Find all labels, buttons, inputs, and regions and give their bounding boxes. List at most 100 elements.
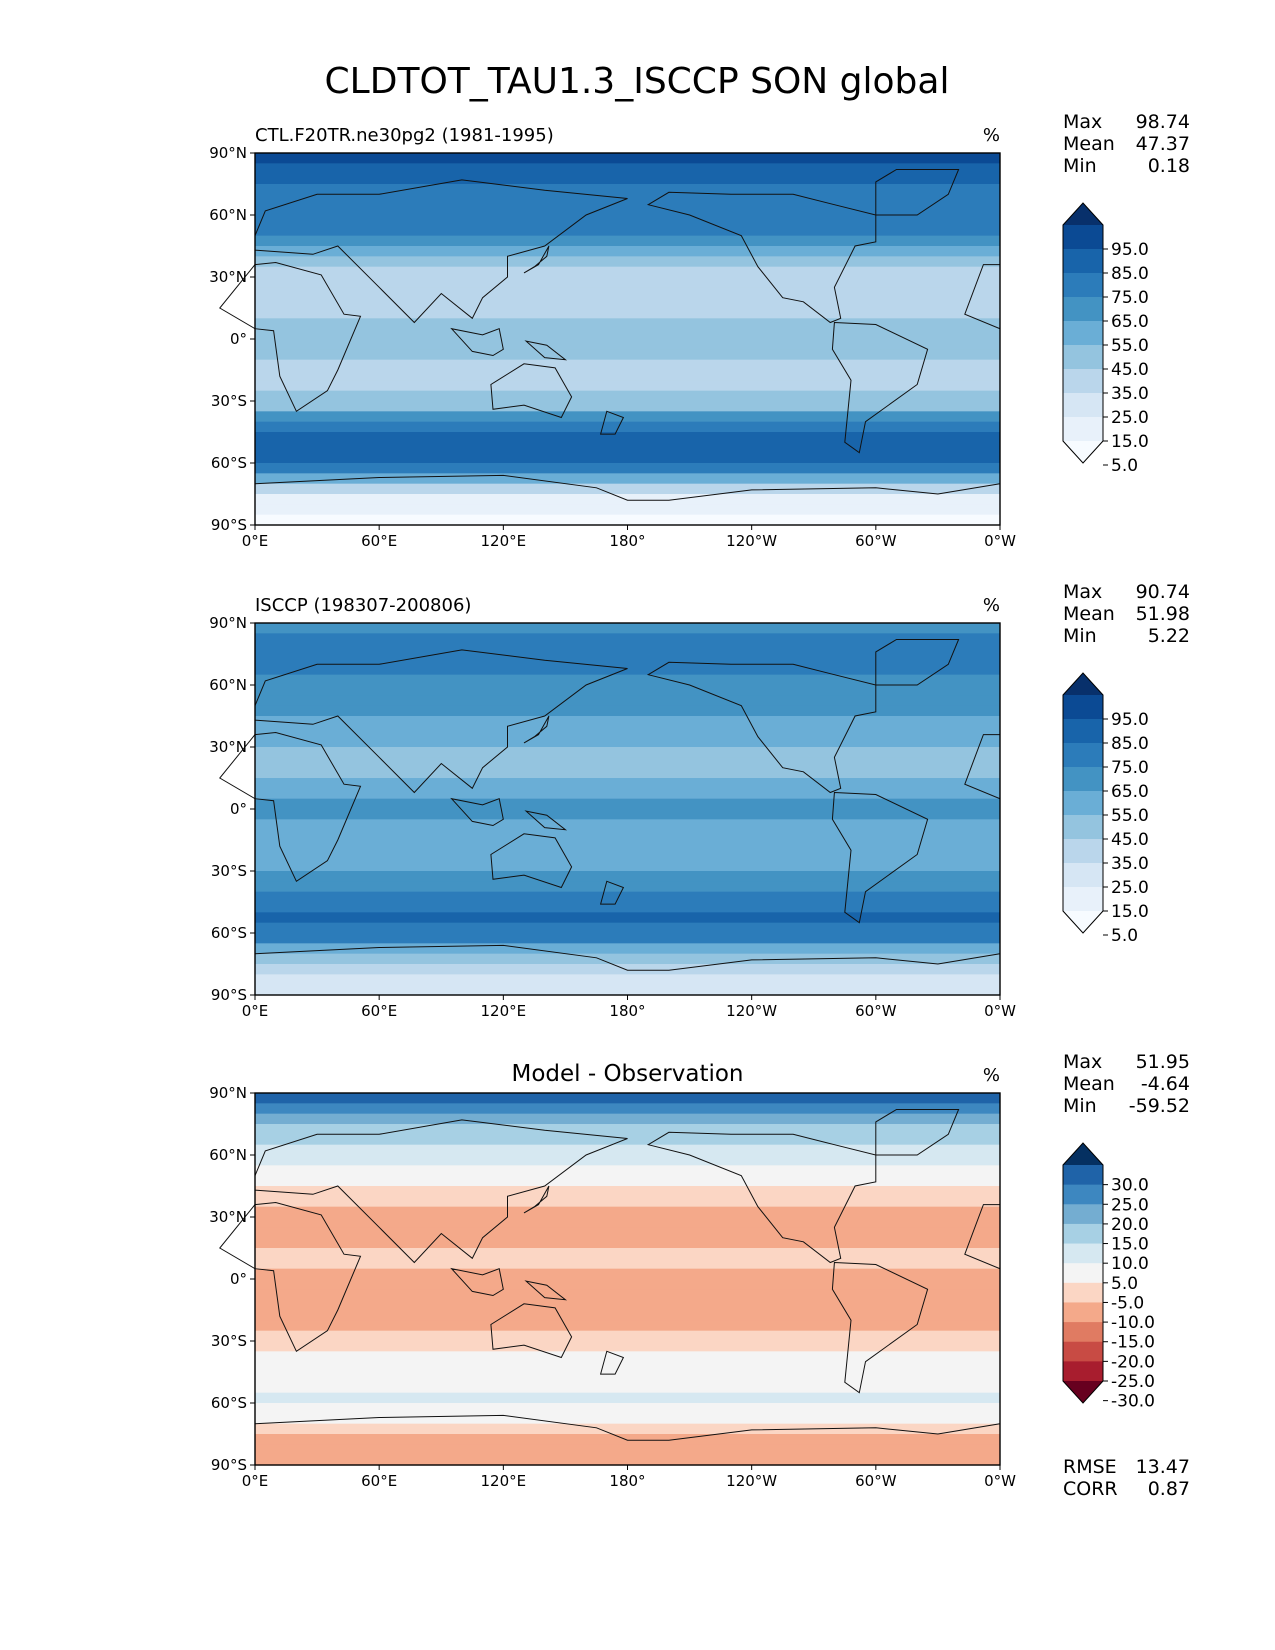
map-band <box>255 860 1000 872</box>
y-tick-label: 30°S <box>211 1332 247 1350</box>
coastline <box>831 791 929 924</box>
colorbar-tick-label: 65.0 <box>1111 782 1149 802</box>
colorbar-band <box>1063 297 1103 322</box>
coastline <box>599 880 625 905</box>
map-band <box>255 1454 1000 1466</box>
stat-value: 5.22 <box>1148 625 1190 647</box>
map-band <box>255 246 1000 257</box>
map-band <box>255 1237 1000 1249</box>
map-band <box>255 1310 1000 1321</box>
coastline <box>254 179 628 324</box>
colorbar-band <box>1063 1223 1103 1245</box>
colorbar-tick-label: 85.0 <box>1111 734 1149 754</box>
colorbar-band <box>1063 273 1103 298</box>
colorbar-tick-label: 15.0 <box>1111 1235 1149 1255</box>
map-band <box>255 349 1000 361</box>
map-band <box>255 654 1000 665</box>
map-band <box>255 390 1000 402</box>
y-tick-label: 30°N <box>209 268 247 286</box>
map-band <box>255 1289 1000 1301</box>
colorbar-extend-bottom <box>1063 1381 1103 1403</box>
map-band <box>255 685 1000 696</box>
x-tick-label: 0°W <box>984 1472 1016 1490</box>
map-field-difference <box>255 1093 1000 1466</box>
map-band <box>255 1268 1000 1280</box>
coastline <box>523 715 550 744</box>
map-field-test <box>255 153 1000 526</box>
panel-title: CTL.F20TR.ne30pg2 (1981-1995) <box>255 125 554 146</box>
coastline <box>254 649 628 794</box>
colorbar-extend-top <box>1063 1143 1103 1165</box>
map-band <box>255 225 1000 237</box>
colorbar: 30.025.020.015.010.05.0-5.0-10.0-15.0-20… <box>1062 1142 1155 1412</box>
colorbar-band <box>1063 1361 1103 1382</box>
map-band <box>255 1093 1000 1104</box>
map-band <box>255 308 1000 319</box>
stat-value: 0.18 <box>1148 155 1190 177</box>
x-tick-label: 60°W <box>855 532 897 550</box>
x-tick-label: 0°E <box>242 532 269 550</box>
map-band <box>255 184 1000 195</box>
coastline <box>831 321 929 454</box>
map-band <box>255 1444 1000 1456</box>
map-band <box>255 173 1000 185</box>
colorbar-band <box>1063 719 1103 744</box>
colorbar-band <box>1063 1322 1103 1343</box>
x-tick-label: 60°E <box>361 532 397 550</box>
y-tick-label: 60°S <box>211 454 247 472</box>
map-band <box>255 421 1000 433</box>
stat-value: 51.95 <box>1136 1051 1190 1073</box>
x-tick-label: 180° <box>609 1002 645 1020</box>
colorbar-tick-label: 75.0 <box>1111 758 1149 778</box>
y-tick-label: 60°N <box>209 676 247 694</box>
colorbar-tick-label: -25.0 <box>1111 1372 1155 1392</box>
stat-value: 51.98 <box>1136 603 1190 625</box>
colorbar-tick-label: -30.0 <box>1111 1392 1155 1412</box>
x-tick-label: 120°E <box>481 532 527 550</box>
colorbar-tick-label: 15.0 <box>1111 432 1149 452</box>
colorbar: 95.0 85.0 75.0 65.0 55.0 45.0 35.0 25.0 15.0 5.0 <box>1062 202 1149 476</box>
colorbar-tick-label: 10.0 <box>1111 1254 1149 1274</box>
y-tick-label: 60°N <box>209 1146 247 1164</box>
y-tick-label: 0° <box>230 800 247 818</box>
map-band <box>255 1248 1000 1259</box>
map-band <box>255 1258 1000 1270</box>
map-band <box>255 881 1000 893</box>
colorbar-tick-label: -15.0 <box>1111 1333 1155 1353</box>
coastline <box>599 410 625 435</box>
map-band <box>255 1103 1000 1115</box>
y-tick-label: 90°N <box>209 1084 247 1102</box>
coastline <box>875 1109 960 1156</box>
map-band <box>255 695 1000 707</box>
map-band <box>255 933 1000 944</box>
units-label: % <box>983 1065 1000 1086</box>
map-band <box>255 912 1000 924</box>
map-band <box>255 256 1000 268</box>
colorbar-tick-label: 95.0 <box>1111 240 1149 260</box>
colorbar-band <box>1063 1243 1103 1264</box>
map-band <box>255 1175 1000 1187</box>
map-band <box>255 1227 1000 1239</box>
colorbar-band <box>1063 393 1103 418</box>
map-band <box>255 871 1000 882</box>
coastline <box>450 797 504 827</box>
colorbar-tick-label: 5.0 <box>1111 926 1138 946</box>
map-band <box>255 204 1000 216</box>
colorbar-band <box>1063 417 1103 442</box>
map-band <box>255 1351 1000 1363</box>
map-band <box>255 1299 1000 1311</box>
colorbar-tick-label: 35.0 <box>1111 384 1149 404</box>
map-band <box>255 1206 1000 1218</box>
colorbar-tick-label: 85.0 <box>1111 264 1149 284</box>
stat-value: 98.74 <box>1136 111 1190 133</box>
coastline <box>524 810 568 831</box>
map-band <box>255 922 1000 934</box>
map-band <box>255 153 1000 164</box>
x-tick-label: 120°W <box>726 1472 777 1490</box>
map-band <box>255 850 1000 862</box>
y-tick-label: 30°S <box>211 392 247 410</box>
map-band <box>255 463 1000 474</box>
stat-label: Min <box>1063 625 1097 647</box>
colorbar-tick-label: 65.0 <box>1111 312 1149 332</box>
